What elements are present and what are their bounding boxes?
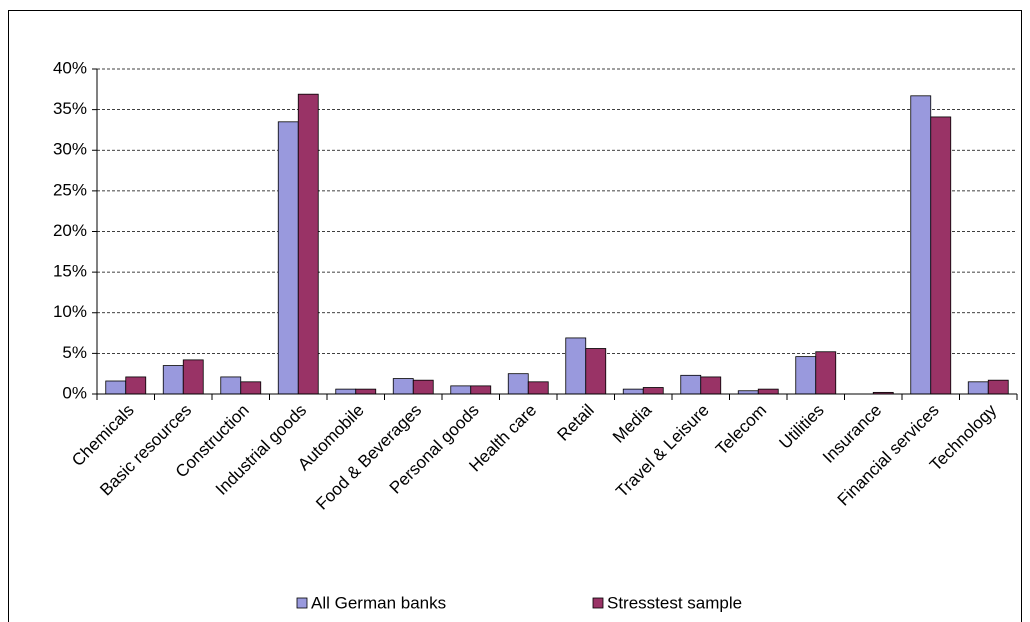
bar [815,351,837,395]
legend-swatch [296,597,308,609]
legend-label: Stresstest sample [607,593,742,612]
bar [277,121,299,395]
y-tick-label: 30% [53,140,87,159]
bar [987,379,1009,395]
bar [585,348,607,395]
bar [392,378,414,395]
chart-frame [8,10,1022,622]
y-tick-label: 10% [53,302,87,321]
bar [335,388,357,395]
bar [470,385,492,395]
y-tick-label: 35% [53,99,87,118]
bar [220,376,242,395]
y-tick-label: 15% [53,262,87,281]
y-tick-label: 40% [53,58,87,77]
bar [757,388,779,395]
y-tick-label: 20% [53,221,87,240]
bar [240,381,262,395]
bar [642,387,664,395]
bar [527,381,549,395]
bar [507,373,529,395]
legend-label: All German banks [311,593,446,612]
bar [680,374,702,395]
bar [967,381,989,395]
y-tick-label: 25% [53,180,87,199]
bar [162,365,184,395]
bar [355,388,377,395]
bar [930,116,952,395]
bar [125,376,147,395]
bar [622,388,644,395]
bar [412,379,434,395]
bar [182,359,204,395]
bar [795,356,817,395]
bar [700,376,722,395]
legend-swatch [592,597,604,609]
bar [910,95,932,395]
bar [105,380,127,395]
y-tick-label: 0% [62,383,87,402]
bar [450,385,472,395]
bar [565,337,587,395]
bar [297,93,319,395]
y-tick-label: 5% [62,343,87,362]
